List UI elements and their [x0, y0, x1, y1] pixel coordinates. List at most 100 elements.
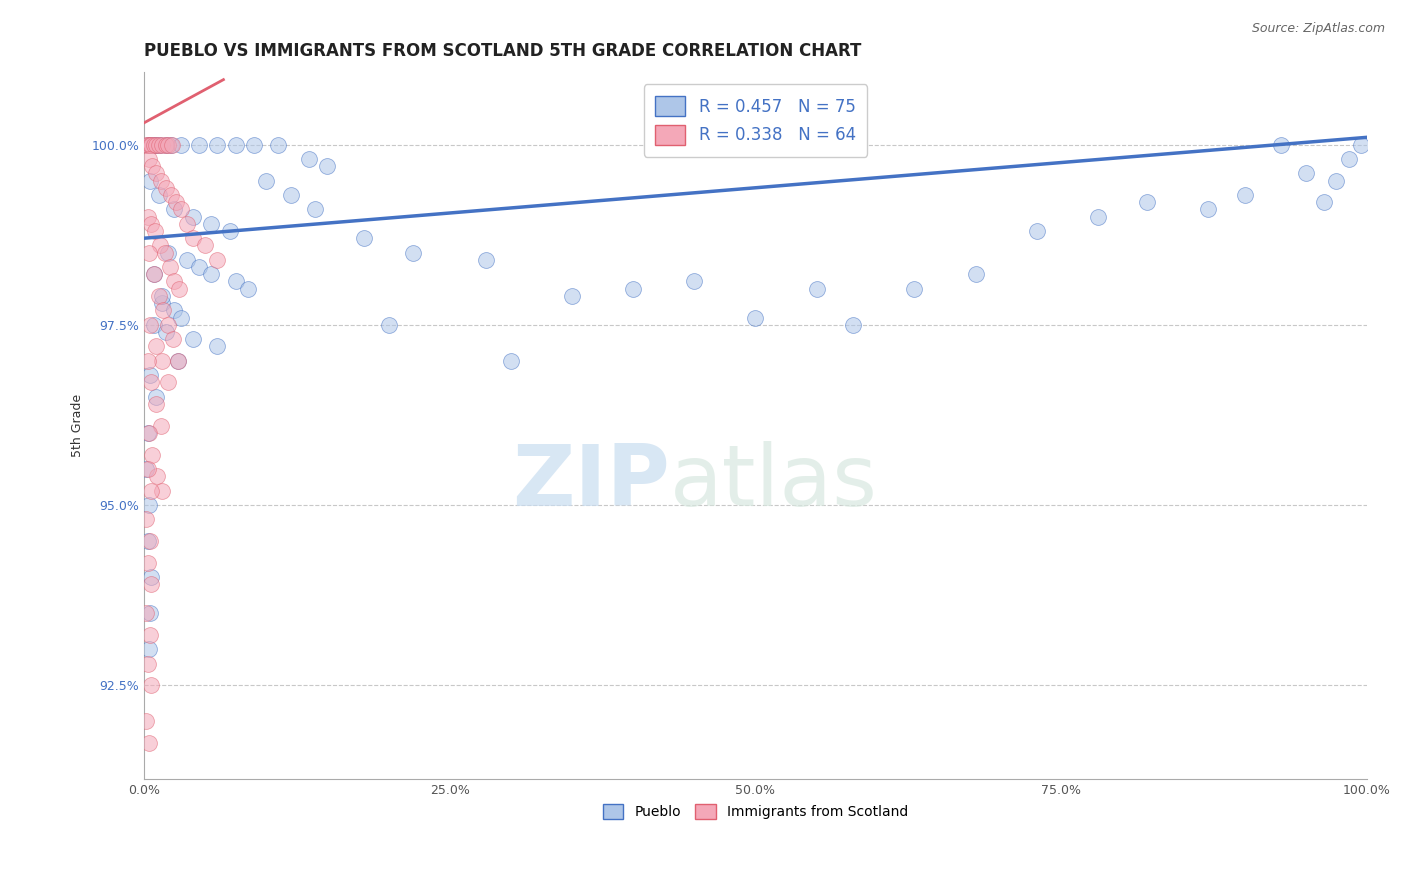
Point — [150, 418, 173, 433]
Point — [141, 159, 163, 173]
Point — [135, 512, 157, 526]
Point — [167, 353, 190, 368]
Point — [150, 483, 173, 498]
Point — [139, 137, 162, 152]
Point — [145, 390, 167, 404]
Point — [157, 318, 180, 332]
Point — [138, 152, 160, 166]
Point — [139, 628, 162, 642]
Point — [1337, 152, 1360, 166]
Point — [1025, 224, 1047, 238]
Point — [155, 181, 177, 195]
Point — [181, 231, 204, 245]
Point — [160, 137, 183, 152]
Point — [353, 231, 375, 245]
Point — [160, 137, 183, 152]
Point — [139, 318, 162, 332]
Point — [744, 310, 766, 325]
Point — [176, 252, 198, 267]
Point — [141, 483, 163, 498]
Point — [139, 137, 162, 152]
Point — [167, 353, 190, 368]
Point — [152, 303, 174, 318]
Point — [155, 137, 177, 152]
Point — [1326, 173, 1348, 187]
Point — [136, 210, 159, 224]
Point — [148, 188, 170, 202]
Point — [139, 606, 162, 620]
Point — [150, 173, 173, 187]
Point — [141, 217, 163, 231]
Point — [1295, 166, 1317, 180]
Text: atlas: atlas — [669, 441, 877, 524]
Point — [142, 318, 165, 332]
Point — [225, 137, 247, 152]
Point — [141, 577, 163, 591]
Point — [163, 202, 186, 217]
Point — [136, 534, 159, 549]
Point — [157, 376, 180, 390]
Point — [163, 275, 186, 289]
Point — [243, 137, 266, 152]
Point — [141, 678, 163, 692]
Point — [1233, 188, 1256, 202]
Point — [254, 173, 277, 187]
Point — [683, 275, 706, 289]
Text: Source: ZipAtlas.com: Source: ZipAtlas.com — [1251, 22, 1385, 36]
Point — [138, 498, 160, 512]
Point — [136, 353, 159, 368]
Point — [280, 188, 302, 202]
Point — [145, 166, 167, 180]
Point — [499, 353, 522, 368]
Point — [207, 339, 229, 353]
Point — [138, 736, 160, 750]
Point — [236, 282, 259, 296]
Point — [138, 425, 160, 440]
Point — [169, 137, 191, 152]
Point — [475, 252, 498, 267]
Point — [135, 137, 157, 152]
Point — [1270, 137, 1292, 152]
Point — [136, 657, 159, 671]
Point — [621, 282, 644, 296]
Point — [148, 289, 170, 303]
Point — [143, 224, 166, 238]
Point — [150, 137, 173, 152]
Point — [561, 289, 583, 303]
Point — [207, 137, 229, 152]
Point — [135, 462, 157, 476]
Point — [903, 282, 925, 296]
Point — [138, 245, 160, 260]
Point — [142, 137, 165, 152]
Point — [139, 173, 162, 187]
Point — [150, 353, 173, 368]
Point — [200, 267, 222, 281]
Point — [188, 260, 211, 274]
Point — [141, 137, 163, 152]
Point — [146, 469, 169, 483]
Point — [163, 303, 186, 318]
Point — [225, 275, 247, 289]
Point — [141, 448, 163, 462]
Point — [160, 188, 183, 202]
Point — [162, 332, 184, 346]
Y-axis label: 5th Grade: 5th Grade — [72, 394, 84, 458]
Point — [1313, 195, 1336, 210]
Text: PUEBLO VS IMMIGRANTS FROM SCOTLAND 5TH GRADE CORRELATION CHART: PUEBLO VS IMMIGRANTS FROM SCOTLAND 5TH G… — [143, 42, 862, 60]
Point — [316, 159, 339, 173]
Point — [149, 137, 172, 152]
Point — [165, 195, 187, 210]
Point — [142, 267, 165, 281]
Point — [142, 267, 165, 281]
Text: ZIP: ZIP — [512, 441, 669, 524]
Point — [138, 642, 160, 657]
Point — [169, 310, 191, 325]
Point — [136, 137, 159, 152]
Point — [200, 217, 222, 231]
Point — [169, 202, 191, 217]
Point — [159, 260, 181, 274]
Point — [150, 289, 173, 303]
Point — [157, 137, 180, 152]
Point — [298, 152, 321, 166]
Point — [145, 137, 167, 152]
